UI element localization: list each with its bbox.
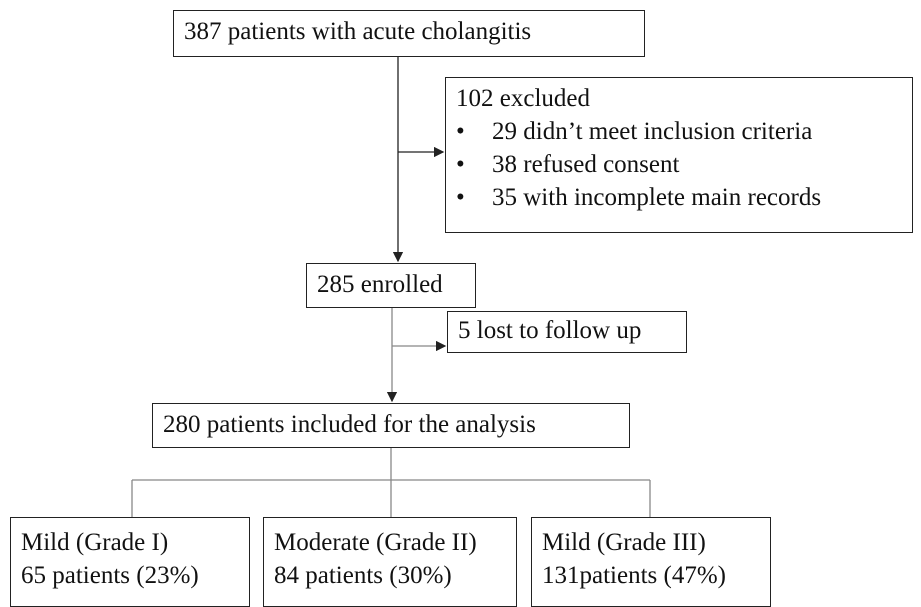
node-box: 387 patients with acute cholangitis: [173, 10, 645, 57]
group-count: 84 patients (30%): [274, 562, 452, 589]
group-box: Mild (Grade I) 65 patients (23%): [10, 517, 250, 607]
excluded-list: 29 didn’t meet inclusion criteria 38 ref…: [456, 115, 902, 214]
group-name: Mild (Grade I): [21, 529, 169, 556]
node-label: 387 patients with acute cholangitis: [184, 18, 532, 45]
node-label: 280 patients included for the analysis: [163, 411, 536, 438]
arrows-lower: [131, 308, 651, 517]
group-name: Moderate (Grade II): [274, 529, 477, 556]
excluded-title: 102 excluded: [456, 85, 590, 112]
node-box: 280 patients included for the analysis: [152, 403, 630, 448]
excluded-item: 29 didn’t meet inclusion criteria: [456, 115, 902, 148]
arrows: [392, 57, 445, 263]
node-box: 285 enrolled: [306, 263, 476, 308]
group-box: Mild (Grade III) 131patients (47%): [531, 517, 771, 607]
group-count: 131patients (47%): [542, 562, 726, 589]
node-label: 285 enrolled: [317, 271, 443, 298]
node-box: 5 lost to follow up: [447, 311, 687, 353]
group-name: Mild (Grade III): [542, 529, 706, 556]
excluded-item: 38 refused consent: [456, 148, 902, 181]
group-count: 65 patients (23%): [21, 562, 199, 589]
group-box: Moderate (Grade II) 84 patients (30%): [263, 517, 517, 607]
excluded-item: 35 with incomplete main records: [456, 181, 902, 214]
node-label: 5 lost to follow up: [458, 317, 642, 344]
excluded-box: 102 excluded 29 didn’t meet inclusion cr…: [445, 77, 913, 233]
